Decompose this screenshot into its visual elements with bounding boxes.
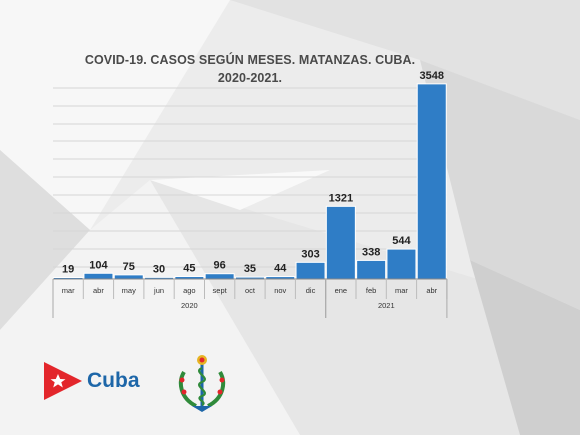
chart-bars bbox=[53, 83, 447, 280]
year-label: 2021 bbox=[378, 301, 395, 310]
category-label: ago bbox=[183, 286, 196, 295]
value-label: 19 bbox=[62, 264, 74, 276]
category-label: nov bbox=[274, 286, 286, 295]
value-label: 35 bbox=[244, 263, 256, 275]
cuba-flag-logo-icon bbox=[44, 362, 82, 400]
bar-feb bbox=[356, 259, 387, 280]
value-label: 3548 bbox=[420, 70, 444, 82]
category-label: mar bbox=[395, 286, 408, 295]
year-label: 2020 bbox=[181, 301, 198, 310]
value-label: 544 bbox=[392, 235, 411, 247]
category-label: dic bbox=[306, 286, 316, 295]
category-label: abr bbox=[426, 286, 437, 295]
value-label: 338 bbox=[362, 246, 380, 258]
chart-title: COVID-19. CASOS SEGÚN MESES. MATANZAS. C… bbox=[84, 53, 416, 67]
bar-abr bbox=[83, 272, 114, 280]
category-label: sept bbox=[213, 286, 228, 295]
chart-subtitle: 2020-2021. bbox=[217, 71, 283, 85]
category-label: may bbox=[122, 286, 136, 295]
category-label: mar bbox=[62, 286, 75, 295]
cuba-logo-text: Cuba bbox=[87, 369, 140, 392]
bar-dic bbox=[295, 261, 326, 280]
category-label: abr bbox=[93, 286, 104, 295]
bar-abr bbox=[416, 83, 447, 280]
chart-category-labels: mar abr may jun ago sept oct nov dic ene feb mar abr bbox=[62, 286, 438, 295]
chart-value-labels: 19 104 75 30 45 96 35 44 303 1321 338 544 3548 bbox=[62, 70, 444, 276]
value-label: 45 bbox=[183, 263, 195, 275]
value-label: 1321 bbox=[329, 192, 353, 204]
health-emblem-icon bbox=[178, 355, 226, 412]
chart-year-labels: 2020 2021 bbox=[52, 279, 448, 318]
category-label: jun bbox=[153, 286, 164, 295]
value-label: 30 bbox=[153, 263, 165, 275]
bar-ene bbox=[325, 205, 356, 280]
bar-may bbox=[113, 274, 144, 280]
category-label: ene bbox=[335, 286, 348, 295]
chart-axis bbox=[52, 278, 448, 299]
value-label: 104 bbox=[89, 259, 108, 271]
bar-mar bbox=[386, 248, 417, 280]
chart-gridlines bbox=[53, 87, 447, 268]
value-label: 75 bbox=[123, 261, 135, 273]
category-label: oct bbox=[245, 286, 256, 295]
value-label: 303 bbox=[301, 248, 319, 260]
value-label: 44 bbox=[274, 263, 287, 275]
category-label: feb bbox=[366, 286, 376, 295]
value-label: 96 bbox=[214, 260, 226, 272]
bar-sept bbox=[204, 273, 235, 280]
